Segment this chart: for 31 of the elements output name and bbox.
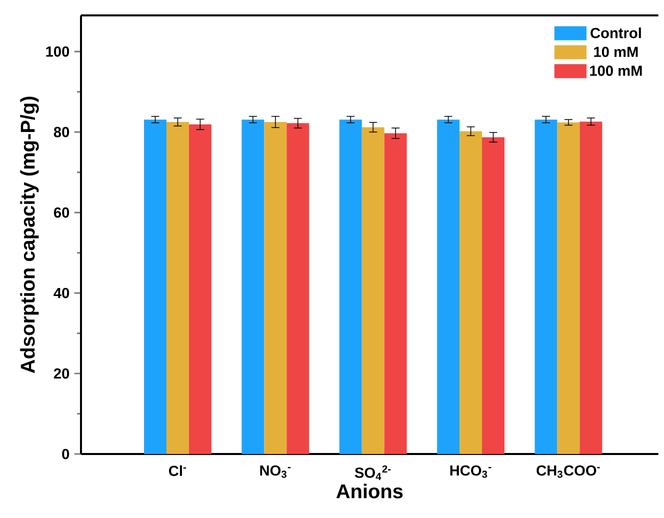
- bar: [557, 122, 580, 454]
- y-tick-label: 0: [62, 448, 70, 460]
- x-tick-label: HCO$_{3}$-: [450, 465, 492, 478]
- x-axis-title: Anions: [336, 484, 403, 498]
- y-tick-label: 40: [54, 288, 70, 298]
- bar: [437, 120, 460, 454]
- x-tick-label: Cl$^{-}$: [168, 465, 186, 476]
- bar: [534, 120, 558, 454]
- bar: [384, 133, 407, 454]
- bar: [188, 124, 212, 454]
- bar: [460, 131, 482, 454]
- y-tick-label: 80: [54, 126, 70, 138]
- y-axis-title: Adsorption capacity (mg-P/g): [20, 96, 39, 374]
- bar: [580, 122, 602, 454]
- y-tick-label: 100: [46, 46, 70, 57]
- bar: [166, 122, 189, 454]
- legend-label: 10 mM: [594, 46, 638, 58]
- bar: [242, 120, 264, 454]
- bar: [482, 137, 504, 454]
- legend-label: Control: [590, 27, 641, 38]
- x-tick-label: SO$_{4}$2-: [354, 465, 391, 480]
- legend-label: 100 mM: [590, 66, 642, 76]
- x-tick-label: CH$_{3}$COO$^{-}$: [536, 465, 600, 478]
- bar: [264, 122, 287, 454]
- bar: [339, 120, 362, 454]
- y-tick-label: 60: [54, 207, 70, 218]
- x-tick-label: NO$_{3}$-: [260, 465, 290, 478]
- bar: [286, 123, 310, 454]
- bar: [144, 120, 166, 454]
- y-tick-label: 20: [54, 368, 70, 379]
- bar: [362, 127, 384, 454]
